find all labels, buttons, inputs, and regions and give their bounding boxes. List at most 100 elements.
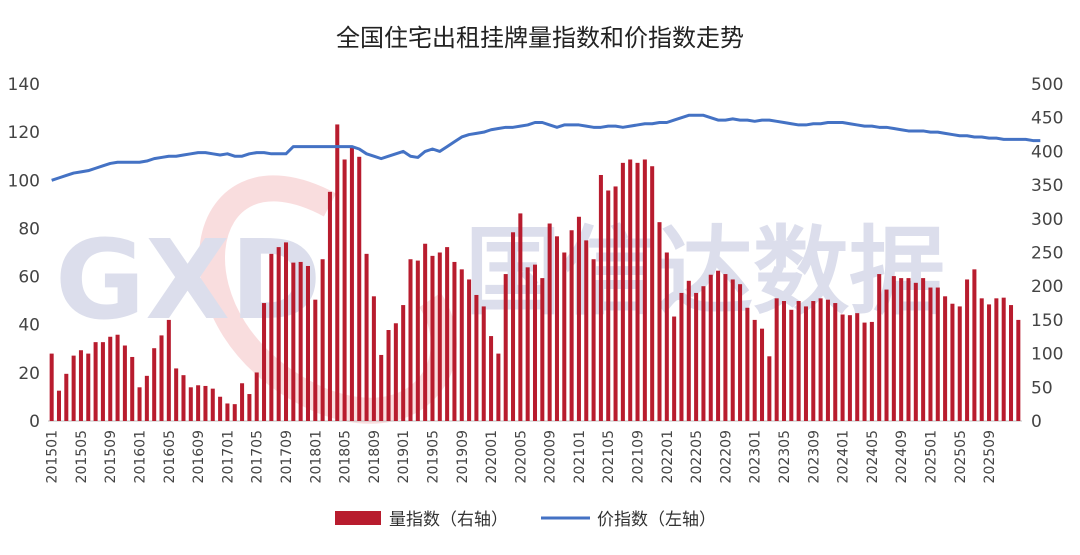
line-price-index [51,113,1041,182]
x-tick-label: 201905 [425,430,441,483]
right-tick-label: 100 [1031,345,1063,365]
bar-volume-index [518,213,523,421]
bar-volume-index [752,319,757,421]
x-tick-label: 201609 [191,430,207,483]
bar-volume-index [115,334,120,421]
bar-volume-index [789,309,794,421]
bar-volume-index [525,267,530,421]
bar-volume-index [335,124,340,421]
bar-volume-index [423,243,428,421]
left-tick-label: 80 [18,219,40,239]
bar-volume-index [496,353,501,421]
bar-volume-index [247,394,252,421]
bar-volume-index [320,259,325,421]
right-tick-label: 50 [1031,378,1053,398]
bar-volume-index [393,323,398,421]
bar-volume-index [445,247,450,421]
x-tick-label: 201805 [338,430,354,483]
x-tick-label: 201605 [162,430,178,483]
legend-label-volume: 量指数（右轴） [389,510,508,530]
x-tick-label: 201709 [279,430,295,483]
bar-volume-index [628,159,633,421]
bar-volume-index [584,240,589,421]
x-tick-label: 202301 [748,430,764,483]
x-tick-label: 202009 [543,430,559,483]
bar-volume-index [598,174,603,421]
bar-volume-index [899,278,904,421]
bar-volume-index [467,279,472,421]
legend-label-price: 价指数（左轴） [597,510,716,530]
bar-volume-index [760,328,765,421]
bar-volume-index [767,356,772,421]
bar-volume-index [196,385,201,421]
bar-volume-index [818,298,823,421]
bar-volume-index [371,296,376,421]
left-tick-label: 20 [18,364,40,384]
bar-volume-index [979,298,984,421]
bar-volume-index [159,335,164,421]
bar-volume-index [694,292,699,421]
x-tick-label: 201909 [455,430,471,483]
bar-volume-index [884,289,889,421]
bar-volume-index [745,307,750,421]
bar-volume-index [415,260,420,421]
bar-volume-index [716,270,721,421]
bar-volume-index [225,403,230,421]
bar-volume-index [71,355,76,421]
bar-volume-index [262,303,267,421]
bar-volume-index [108,336,113,421]
bar-volume-index [240,383,245,421]
bar-volume-index [620,162,625,421]
right-tick-label: 250 [1031,244,1063,264]
bar-volume-index [803,306,808,421]
bar-volume-index [437,252,442,421]
bar-volume-index [489,336,494,421]
bar-volume-index [957,306,962,421]
bar-volume-index [642,159,647,421]
bar-volume-index [503,274,508,421]
bar-volume-index [847,315,852,421]
bar-volume-index [49,353,54,421]
bar-volume-index [796,301,801,421]
x-tick-label: 201509 [103,430,119,483]
x-tick-label: 202109 [631,430,647,483]
bar-volume-index [862,322,867,421]
x-tick-label: 201601 [133,430,149,483]
bar-volume-index [921,278,926,421]
x-tick-label: 202409 [894,430,910,483]
bar-volume-index [855,313,860,421]
bar-volume-index [305,265,310,421]
bar-volume-index [994,298,999,421]
bar-volume-index [913,282,918,421]
left-tick-label: 60 [18,268,40,288]
bar-volume-index [276,247,281,421]
bar-volume-index [906,278,911,421]
bar-volume-index [1009,305,1014,421]
bar-volume-index [342,159,347,421]
bar-volume-index [86,353,91,421]
bar-volume-index [781,301,787,421]
bar-volume-index [232,404,237,421]
bar-volume-index [657,222,662,421]
x-tick-label: 201901 [396,430,412,483]
x-tick-label: 202505 [953,430,969,483]
bar-volume-index [891,276,896,421]
bar-volume-index [100,342,105,421]
bar-volume-index [122,345,127,421]
bar-volume-index [210,388,215,421]
bar-volume-index [349,148,354,421]
bar-volume-index [811,301,816,421]
x-tick-label: 201505 [74,430,90,483]
bar-volume-index [774,298,779,421]
bar-volume-index [203,385,208,421]
bar-volume-index [218,396,223,421]
bar-volume-index [935,287,940,421]
bar-volume-index [972,269,977,421]
bar-volume-index [547,223,552,421]
watermark-logo: GXD [55,216,321,344]
bar-volume-index [950,303,955,421]
x-tick-label: 201701 [220,430,236,483]
left-tick-label: 40 [18,316,40,336]
left-tick-label: 100 [8,171,40,191]
x-tick-label: 201801 [308,430,324,483]
